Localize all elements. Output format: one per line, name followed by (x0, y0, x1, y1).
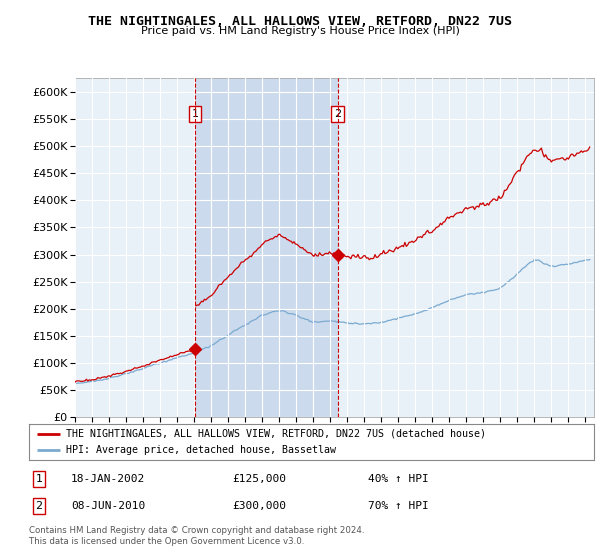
Bar (195, 78, 338, 417)
Text: 08-JUN-2010: 08-JUN-2010 (71, 501, 145, 511)
Text: 1: 1 (35, 474, 43, 484)
Text: Price paid vs. HM Land Registry's House Price Index (HPI): Price paid vs. HM Land Registry's House … (140, 26, 460, 36)
Text: HPI: Average price, detached house, Bassetlaw: HPI: Average price, detached house, Bass… (65, 446, 335, 455)
Text: 18-JAN-2002: 18-JAN-2002 (71, 474, 145, 484)
Text: THE NIGHTINGALES, ALL HALLOWS VIEW, RETFORD, DN22 7US: THE NIGHTINGALES, ALL HALLOWS VIEW, RETF… (88, 15, 512, 28)
Text: 70% ↑ HPI: 70% ↑ HPI (368, 501, 428, 511)
Text: 2: 2 (334, 109, 341, 119)
Text: 1: 1 (191, 109, 199, 119)
Text: 2: 2 (35, 501, 43, 511)
Text: £300,000: £300,000 (232, 501, 286, 511)
Text: £125,000: £125,000 (232, 474, 286, 484)
Text: 40% ↑ HPI: 40% ↑ HPI (368, 474, 428, 484)
Text: Contains HM Land Registry data © Crown copyright and database right 2024.
This d: Contains HM Land Registry data © Crown c… (29, 526, 364, 546)
Text: THE NIGHTINGALES, ALL HALLOWS VIEW, RETFORD, DN22 7US (detached house): THE NIGHTINGALES, ALL HALLOWS VIEW, RETF… (65, 429, 485, 438)
